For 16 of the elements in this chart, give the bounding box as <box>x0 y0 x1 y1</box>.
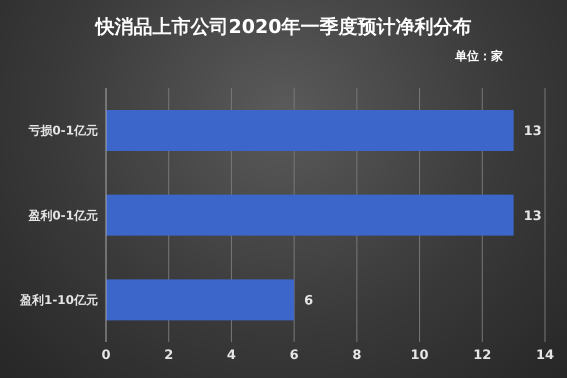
y-tick-label: 亏损0-1亿元 <box>27 124 98 138</box>
y-tick-label: 盈利0-1亿元 <box>27 208 98 222</box>
x-tick-label: 2 <box>164 348 174 364</box>
x-tick-label: 10 <box>410 348 429 364</box>
x-tick-label: 12 <box>473 348 492 364</box>
x-tick-label: 14 <box>536 348 554 364</box>
data-label: 6 <box>304 293 314 308</box>
chart-subtitle: 单位：家 <box>455 48 503 65</box>
x-tick-label: 0 <box>101 348 111 364</box>
data-label: 13 <box>524 124 542 140</box>
x-tick-label: 8 <box>352 348 362 364</box>
x-tick-label: 6 <box>290 348 299 364</box>
x-tick-label: 4 <box>226 348 236 364</box>
y-tick-label: 盈利1-10亿元 <box>18 292 98 307</box>
chart-title: 快消品上市公司2020年一季度预计净利分布 <box>94 15 472 40</box>
data-label: 13 <box>524 208 542 224</box>
